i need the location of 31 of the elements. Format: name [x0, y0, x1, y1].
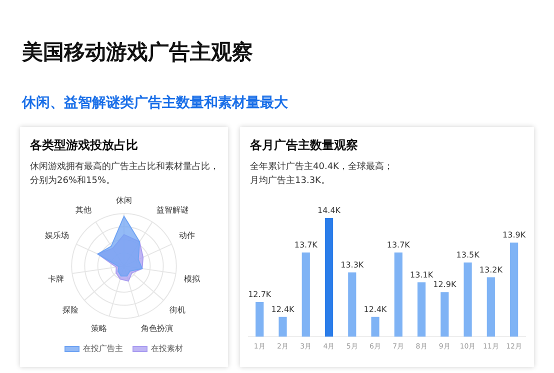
text: 休闲、益智解谜类广告主数量和素材量最大	[22, 94, 288, 112]
spoke-label: 益智解谜	[156, 205, 189, 214]
spoke-label: 街机	[170, 305, 186, 314]
data-label: 13.3K	[340, 260, 364, 270]
data-label: 13.5K	[456, 250, 480, 260]
spoke-label: 探险	[62, 305, 78, 314]
data-label: 12.4K	[271, 304, 296, 314]
data-label: 13.1K	[410, 270, 434, 280]
spoke-label: 卡牌	[48, 274, 64, 284]
data-label: 12.9K	[433, 280, 457, 290]
text: 美国移动游戏广告主观察	[22, 39, 253, 66]
spoke-label: 休闲	[116, 196, 132, 205]
data-label: 13.9K	[502, 230, 526, 240]
data-label: 14.4K	[317, 206, 342, 216]
legend-label: 在投广告主	[83, 344, 123, 354]
spoke-label: 娱乐场	[45, 231, 70, 240]
chart-title: 各月广告主数量观察	[250, 137, 359, 154]
data-label: 12.4K	[364, 304, 388, 314]
data-label: 13.7K	[386, 240, 411, 250]
data-label: 13.7K	[294, 240, 318, 250]
legend-label: 在投素材	[151, 344, 183, 354]
spoke-label: 动作	[178, 231, 195, 240]
spoke-label: 策略	[90, 324, 107, 333]
data-label: 12.7K	[248, 290, 272, 300]
chart-subtitle: 全年累计广告主40.4K，全球最高；月均广告主13.3K。	[250, 160, 394, 188]
spoke-label: 模拟	[184, 274, 201, 284]
data-label: 13.2K	[479, 265, 504, 274]
spoke-label: 其他	[75, 205, 92, 214]
chart-title: 各类型游戏投放占比	[30, 137, 139, 154]
chart-subtitle: 休闲游戏拥有最高的广告主占比和素材量占比，分别为26%和15%。	[30, 160, 220, 188]
spoke-label: 角色扮演	[141, 324, 174, 333]
